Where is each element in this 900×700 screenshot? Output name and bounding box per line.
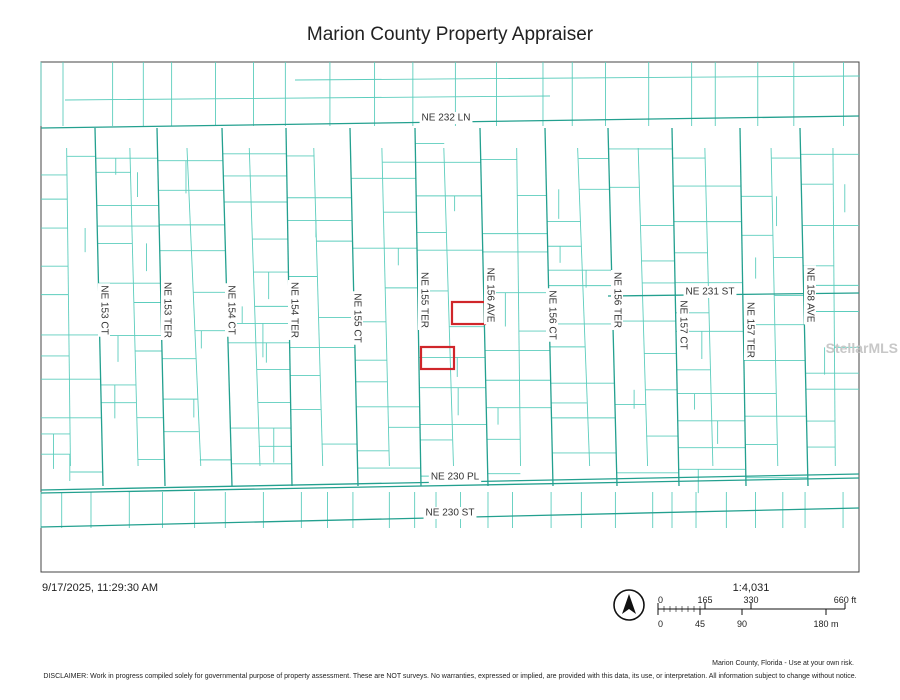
- label-halo: [288, 280, 300, 340]
- parcel-line: [66, 147, 71, 467]
- parcel-line: [516, 147, 521, 467]
- label-halo: [428, 471, 482, 483]
- disclaimer: DISCLAIMER: Work in progress compiled so…: [43, 673, 856, 680]
- parcel-line: [64, 95, 551, 101]
- title: Marion County Property Appraiser: [307, 24, 594, 45]
- parcel-line: [770, 147, 779, 467]
- parcel-line: [637, 147, 649, 467]
- scale-label: 90: [737, 619, 747, 629]
- parcel-line: [704, 147, 714, 467]
- label-halo: [744, 300, 756, 360]
- label-halo: [611, 270, 623, 330]
- scale-label: 660 ft: [834, 595, 857, 605]
- label-halo: [225, 283, 237, 337]
- label-halo: [418, 270, 430, 330]
- road: [671, 127, 680, 487]
- watermark: StellarMLS: [826, 340, 898, 356]
- timestamp: 9/17/2025, 11:29:30 AM: [42, 582, 158, 594]
- parcel-line: [248, 147, 261, 467]
- parcel-line: [381, 147, 390, 467]
- street-label: NE 157 CT: [677, 300, 688, 349]
- label-halo: [351, 291, 363, 345]
- credit: Marion County, Florida - Use at your own…: [712, 660, 854, 667]
- street-label: NE 231 ST: [686, 287, 735, 298]
- label-halo: [804, 265, 816, 325]
- scale-label: 330: [743, 595, 758, 605]
- street-label: NE 232 LN: [422, 113, 471, 124]
- parcel-line: [443, 147, 454, 467]
- scale-label: 0: [658, 595, 663, 605]
- parcel-line: [294, 75, 861, 81]
- street-label: NE 157 TER: [744, 302, 755, 358]
- map: NE 232 LN NE 231 ST NE 230 PL NE 230 ST NE 1…: [40, 61, 898, 573]
- label-halo: [546, 288, 558, 342]
- scale-label: 45: [695, 619, 705, 629]
- road: [40, 477, 860, 494]
- scale-label: 0: [658, 619, 663, 629]
- label-halo: [98, 283, 110, 337]
- parcel-line: [186, 147, 202, 467]
- scale-bar: 0 165 330 660 ft 0 45 90 180 m: [657, 595, 857, 629]
- street-label: NE 155 CT: [351, 293, 362, 342]
- street-label: NE 158 AVE: [804, 268, 815, 323]
- parcel-line: [577, 147, 591, 467]
- street-label: NE 156 AVE: [484, 268, 495, 323]
- label-halo: [161, 280, 173, 340]
- north-arrow: [613, 589, 645, 621]
- label-halo: [423, 507, 477, 519]
- street-label: NE 154 CT: [225, 285, 236, 334]
- parcel-line: [832, 147, 836, 467]
- street-label: NE 156 TER: [611, 272, 622, 328]
- street-label: NE 155 TER: [418, 272, 429, 328]
- label-halo: [677, 298, 689, 352]
- parcel-line: [129, 147, 139, 467]
- label-halo: [683, 286, 737, 298]
- label-halo: [419, 112, 473, 124]
- parcel-line: [313, 147, 324, 467]
- street-label: NE 153 CT: [98, 285, 109, 334]
- street-label: NE 230 PL: [431, 472, 480, 483]
- label-halo: [484, 265, 496, 325]
- street-label: NE 153 TER: [161, 282, 172, 338]
- street-label: NE 154 TER: [288, 282, 299, 338]
- scale-label: 165: [697, 595, 712, 605]
- parcels: [40, 62, 861, 528]
- scale-label: 180 m: [813, 619, 838, 629]
- road: [739, 127, 747, 487]
- street-labels: NE 232 LN NE 231 ST NE 230 PL NE 230 ST NE 1…: [98, 112, 816, 519]
- street-label: NE 156 CT: [546, 290, 557, 339]
- street-label: NE 230 ST: [426, 508, 475, 519]
- selected-parcel[interactable]: [419, 345, 456, 371]
- scale-ratio: 1:4,031: [733, 582, 770, 594]
